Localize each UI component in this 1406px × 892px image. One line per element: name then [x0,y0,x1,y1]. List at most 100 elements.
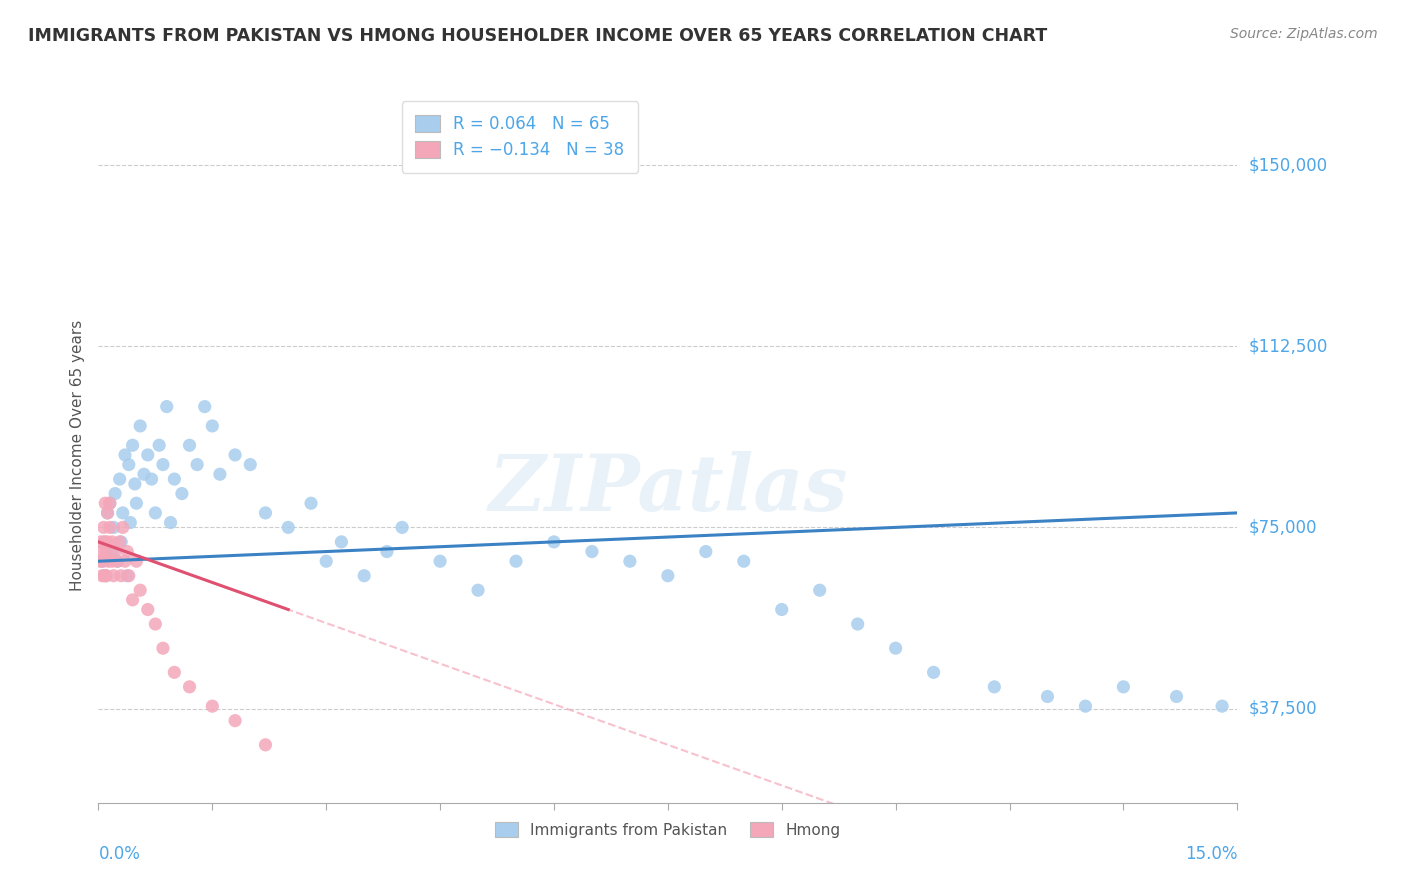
Point [224,448,246,462]
Point [657,568,679,582]
Point [98,520,121,534]
Point [91,568,114,582]
Point [330,534,353,549]
Point [375,544,398,558]
Point [136,602,159,616]
Point [117,544,139,558]
Point [129,419,152,434]
Point [98,496,121,510]
Point [391,520,413,534]
Point [186,458,208,472]
Point [467,583,489,598]
Point [224,714,246,728]
Point [884,641,907,656]
Point [110,568,132,582]
Point [91,554,114,568]
Point [353,568,375,582]
Legend: Immigrants from Pakistan, Hmong: Immigrants from Pakistan, Hmong [489,815,846,844]
Point [125,496,148,510]
Point [429,554,451,568]
Y-axis label: Householder Income Over 65 years: Householder Income Over 65 years [69,319,84,591]
Point [101,544,124,558]
Point [108,472,131,486]
Point [98,496,121,510]
Point [1112,680,1135,694]
Point [201,419,224,434]
Point [94,544,117,558]
Point [770,602,793,616]
Point [808,583,831,598]
Point [846,617,869,632]
Point [239,458,262,472]
Point [136,448,159,462]
Point [1166,690,1188,704]
Point [114,448,136,462]
Point [117,568,139,582]
Point [124,476,146,491]
Point [101,534,124,549]
Point [1074,699,1097,714]
Point [96,506,118,520]
Point [299,496,322,510]
Point [96,506,118,520]
Point [103,568,125,582]
Point [121,438,143,452]
Point [170,486,193,500]
Point [156,400,179,414]
Point [90,544,112,558]
Text: IMMIGRANTS FROM PAKISTAN VS HMONG HOUSEHOLDER INCOME OVER 65 YEARS CORRELATION C: IMMIGRANTS FROM PAKISTAN VS HMONG HOUSEH… [28,27,1047,45]
Point [118,568,141,582]
Text: ZIPatlas: ZIPatlas [488,451,848,528]
Point [93,534,115,549]
Point [101,554,124,568]
Point [114,554,136,568]
Text: Source: ZipAtlas.com: Source: ZipAtlas.com [1230,27,1378,41]
Point [1036,690,1059,704]
Point [505,554,527,568]
Text: $150,000: $150,000 [1249,156,1327,174]
Point [118,458,141,472]
Point [315,554,337,568]
Point [179,680,201,694]
Point [254,506,277,520]
Point [93,534,115,549]
Point [103,520,125,534]
Point [141,472,163,486]
Point [120,516,142,530]
Point [91,554,114,568]
Point [94,568,117,582]
Point [543,534,565,549]
Point [104,544,127,558]
Point [111,506,134,520]
Point [145,506,167,520]
Point [94,496,117,510]
Point [96,534,118,549]
Point [97,554,120,568]
Point [110,534,132,549]
Point [132,467,155,482]
Point [111,520,134,534]
Point [121,592,143,607]
Point [254,738,277,752]
Point [619,554,641,568]
Point [1211,699,1233,714]
Point [159,516,181,530]
Text: $112,500: $112,500 [1249,337,1327,355]
Point [145,617,167,632]
Point [104,486,127,500]
Point [89,554,111,568]
Point [194,400,217,414]
Text: $37,500: $37,500 [1249,699,1317,717]
Point [983,680,1005,694]
Text: $75,000: $75,000 [1249,518,1317,536]
Text: 0.0%: 0.0% [98,845,141,863]
Point [695,544,717,558]
Point [581,544,603,558]
Point [277,520,299,534]
Point [93,568,115,582]
Point [108,534,131,549]
Point [152,458,174,472]
Point [179,438,201,452]
Point [148,438,170,452]
Point [94,568,117,582]
